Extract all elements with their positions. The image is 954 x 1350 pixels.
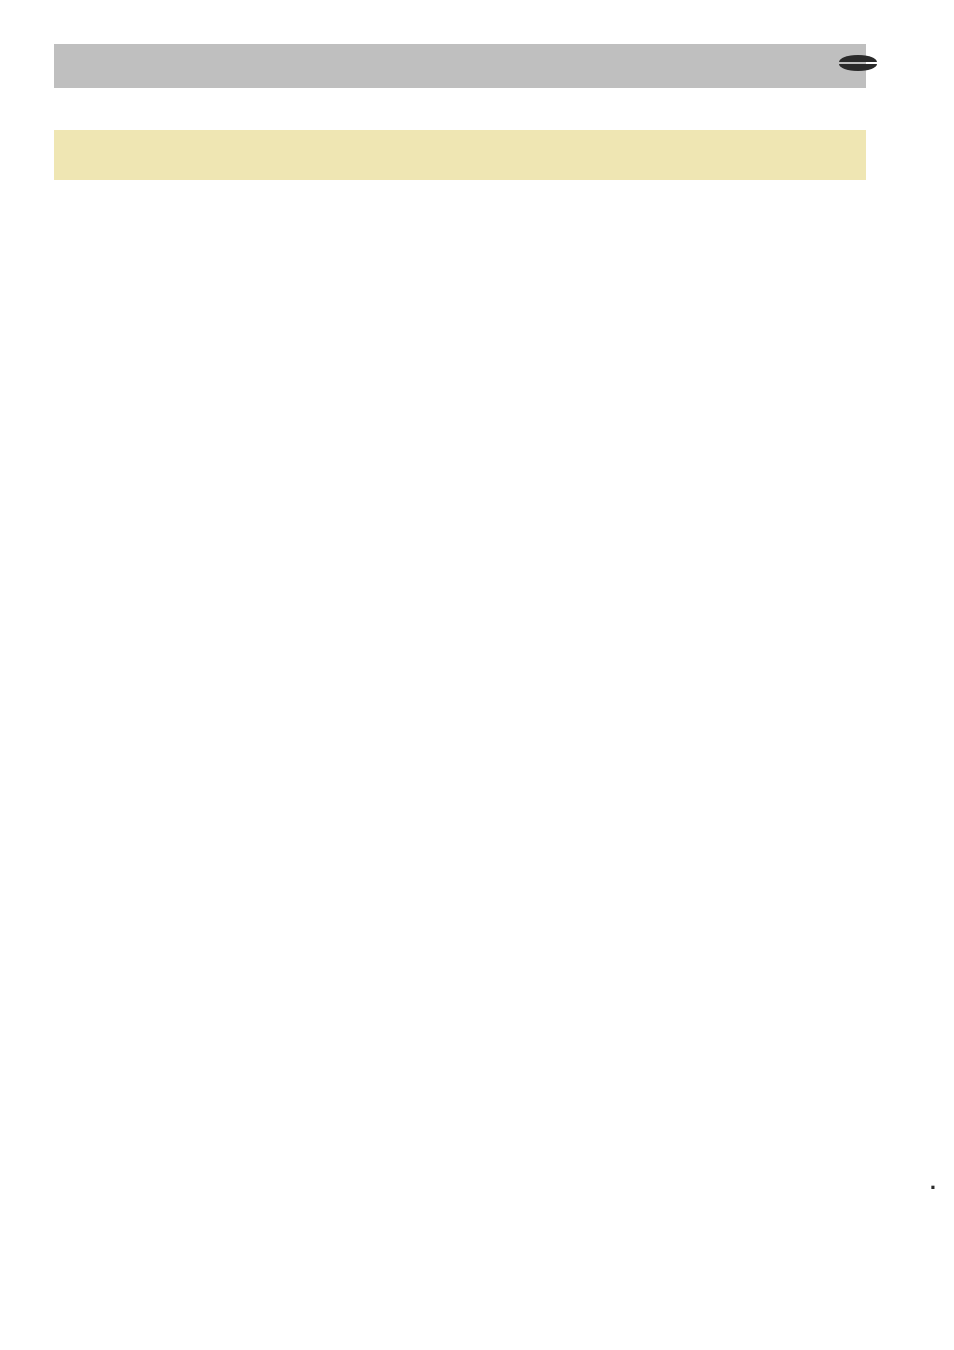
page-tab-dot: . bbox=[930, 1178, 936, 1187]
table-title-row bbox=[54, 130, 866, 180]
logo-arc-top bbox=[839, 55, 877, 62]
brand-logo bbox=[836, 48, 880, 78]
logo-arc-bot bbox=[839, 64, 877, 71]
header-bar bbox=[54, 44, 866, 88]
directory-table bbox=[54, 130, 866, 180]
page-chapter-tab: . bbox=[930, 1178, 936, 1187]
